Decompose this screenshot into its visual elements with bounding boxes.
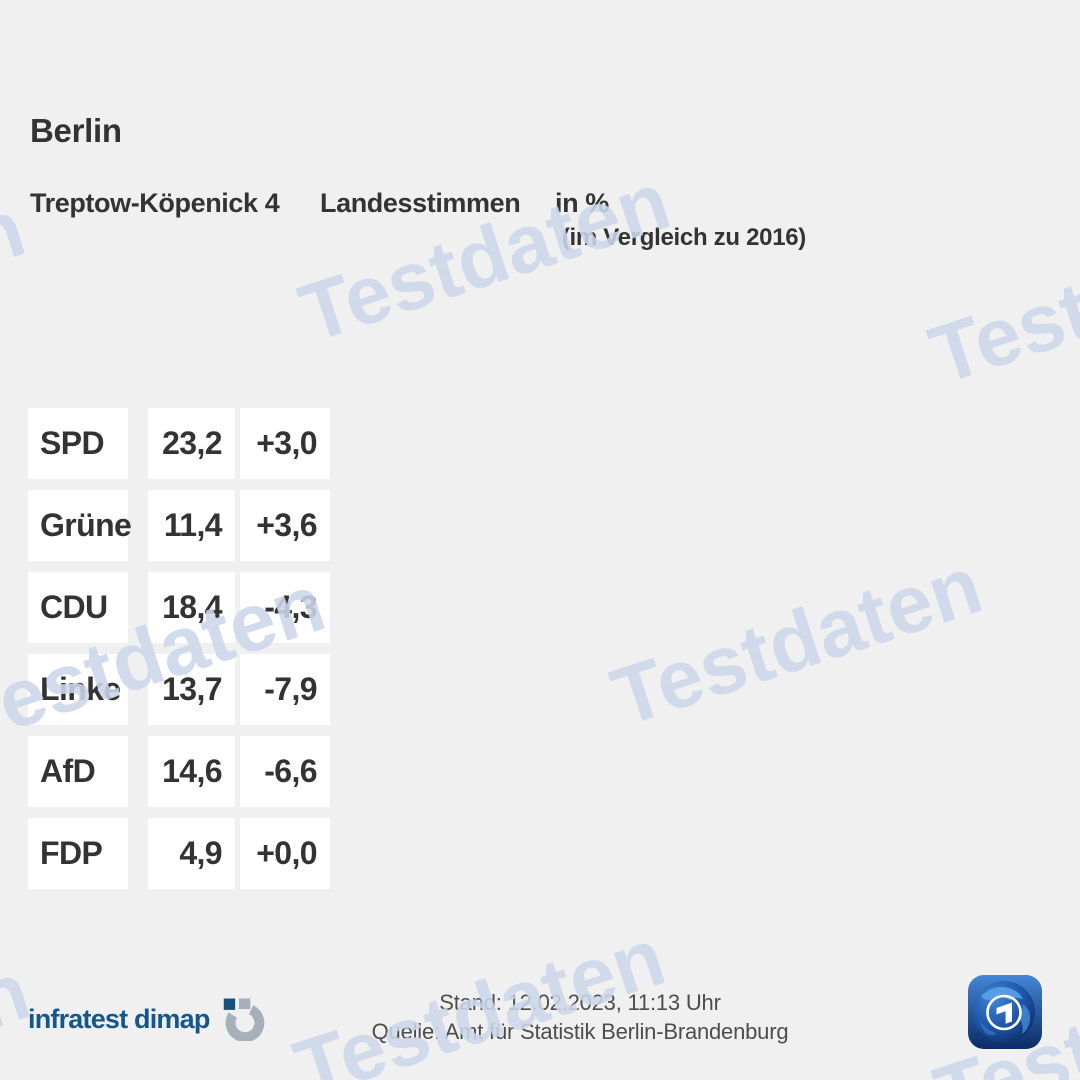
change-cell: -7,9 xyxy=(240,654,330,725)
party-cell: CDU xyxy=(28,572,128,643)
party-cell: FDP xyxy=(28,818,128,889)
value-cell: 23,2 xyxy=(148,408,235,479)
results-table: SPD 23,2 +3,0 Grüne 11,4 +3,6 CDU 18,4 -… xyxy=(28,408,330,900)
table-row: CDU 18,4 -4,3 xyxy=(28,572,330,643)
source-line: Quelle: Amt für Statistik Berlin-Branden… xyxy=(371,1019,789,1044)
value-cell: 14,6 xyxy=(148,736,235,807)
status-block: Stand: 12.02.2023, 11:13 Uhr Quelle: Amt… xyxy=(330,988,830,1046)
value-cell: 11,4 xyxy=(148,490,235,561)
comparison-label: (im Vergleich zu 2016) xyxy=(561,224,806,251)
ard-globe-icon xyxy=(968,975,1042,1049)
status-line: Stand: 12.02.2023, 11:13 Uhr xyxy=(439,990,721,1015)
publisher-logo: infratest dimap xyxy=(28,997,268,1041)
district-label: Treptow-Köpenick 4 xyxy=(30,188,280,218)
table-row: FDP 4,9 +0,0 xyxy=(28,818,330,889)
table-row: AfD 14,6 -6,6 xyxy=(28,736,330,807)
change-cell: +3,6 xyxy=(240,490,330,561)
infratest-dimap-logo-icon xyxy=(223,998,264,1041)
value-cell: 4,9 xyxy=(148,818,235,889)
table-row: Linke 13,7 -7,9 xyxy=(28,654,330,725)
change-cell: -4,3 xyxy=(240,572,330,643)
vote-type-label: Landesstimmen xyxy=(320,188,521,218)
watermark-text: Testdaten xyxy=(919,197,1080,402)
party-cell: SPD xyxy=(28,408,128,479)
watermark-text: Testdaten xyxy=(601,539,993,744)
party-cell: Linke xyxy=(28,654,128,725)
ard-logo xyxy=(967,974,1043,1055)
party-cell: Grüne xyxy=(28,490,132,561)
publisher-name: infratest dimap xyxy=(28,1003,210,1034)
change-cell: -6,6 xyxy=(240,736,330,807)
page-title: Berlin xyxy=(30,112,122,149)
value-cell: 18,4 xyxy=(148,572,235,643)
unit-label: in % xyxy=(555,188,609,218)
value-cell: 13,7 xyxy=(148,654,235,725)
watermark-text: Testdaten xyxy=(289,155,681,360)
party-cell: AfD xyxy=(28,736,128,807)
table-row: SPD 23,2 +3,0 xyxy=(28,408,330,479)
subtitle-row: Treptow-Köpenick 4 Landesstimmen in % xyxy=(0,188,1080,222)
change-cell: +0,0 xyxy=(240,818,330,889)
table-row: Grüne 11,4 +3,6 xyxy=(28,490,330,561)
change-cell: +3,0 xyxy=(240,408,330,479)
